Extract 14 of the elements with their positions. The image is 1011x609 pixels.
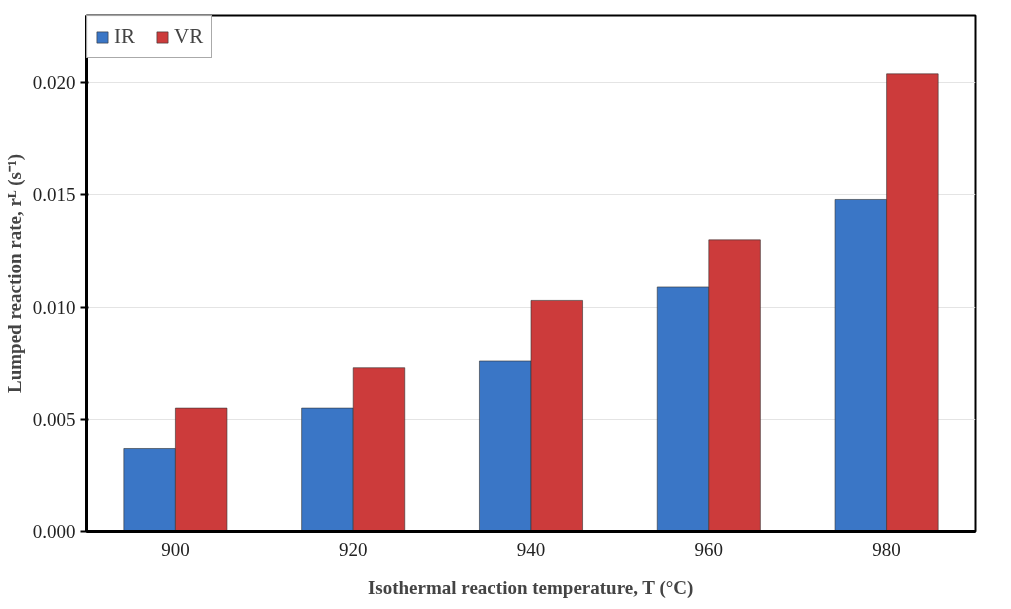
y-tick-label: 0.010: [32, 296, 76, 318]
x-tick-label: 920: [338, 538, 368, 560]
x-tick-label: 900: [161, 538, 190, 560]
y-tick-label: 0.000: [32, 521, 76, 542]
x-tick-label: 960: [694, 538, 724, 560]
y-tick-label: 0.005: [32, 408, 76, 430]
legend-label: VR: [174, 24, 204, 49]
x-axis-title: Isothermal reaction temperature, T (°C): [367, 576, 694, 599]
x-tick-label: 980: [872, 538, 901, 560]
y-tick-label: 0.020: [32, 72, 76, 94]
y-tick-label: 0.015: [32, 184, 76, 206]
legend-label: IR: [114, 24, 135, 49]
y-axis-title: Lumped reaction rate, rᴸ (s⁻¹): [3, 154, 26, 393]
x-tick-label: 940: [516, 538, 546, 560]
